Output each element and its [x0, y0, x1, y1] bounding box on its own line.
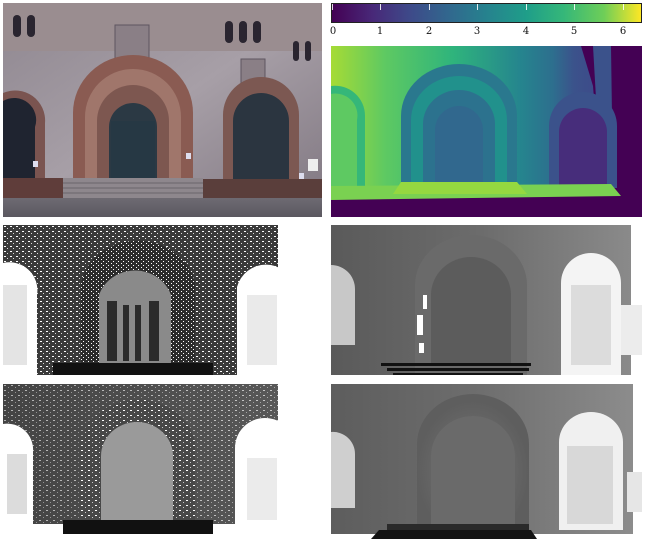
colorbar-tick-0 — [332, 4, 333, 10]
rgb-photo-panel — [3, 3, 322, 217]
depth-colorbar — [331, 3, 642, 23]
colorbar-tick-3 — [477, 4, 478, 10]
dense-depth-panel-a — [331, 225, 642, 380]
colorbar-tick-label: 1 — [376, 26, 384, 37]
sparse-depth-panel-b — [3, 384, 322, 539]
colorbar-tick-6 — [623, 4, 624, 10]
colorbar-tick-4 — [526, 4, 527, 10]
depth-colormap-panel — [331, 46, 642, 217]
colorbar-tick-label: 4 — [522, 26, 530, 37]
colorbar-tick-label: 5 — [570, 26, 578, 37]
colorbar-tick-label: 3 — [473, 26, 481, 37]
colorbar-tick-1 — [380, 4, 381, 10]
colorbar-tick-2 — [429, 4, 430, 10]
colorbar-tick-label: 6 — [619, 26, 627, 37]
colorbar-tick-label: 2 — [425, 26, 433, 37]
dense-depth-panel-b — [331, 384, 642, 539]
colorbar-tick-label: 0 — [329, 26, 337, 37]
colorbar-tick-5 — [574, 4, 575, 10]
sparse-depth-panel-a — [3, 225, 322, 380]
